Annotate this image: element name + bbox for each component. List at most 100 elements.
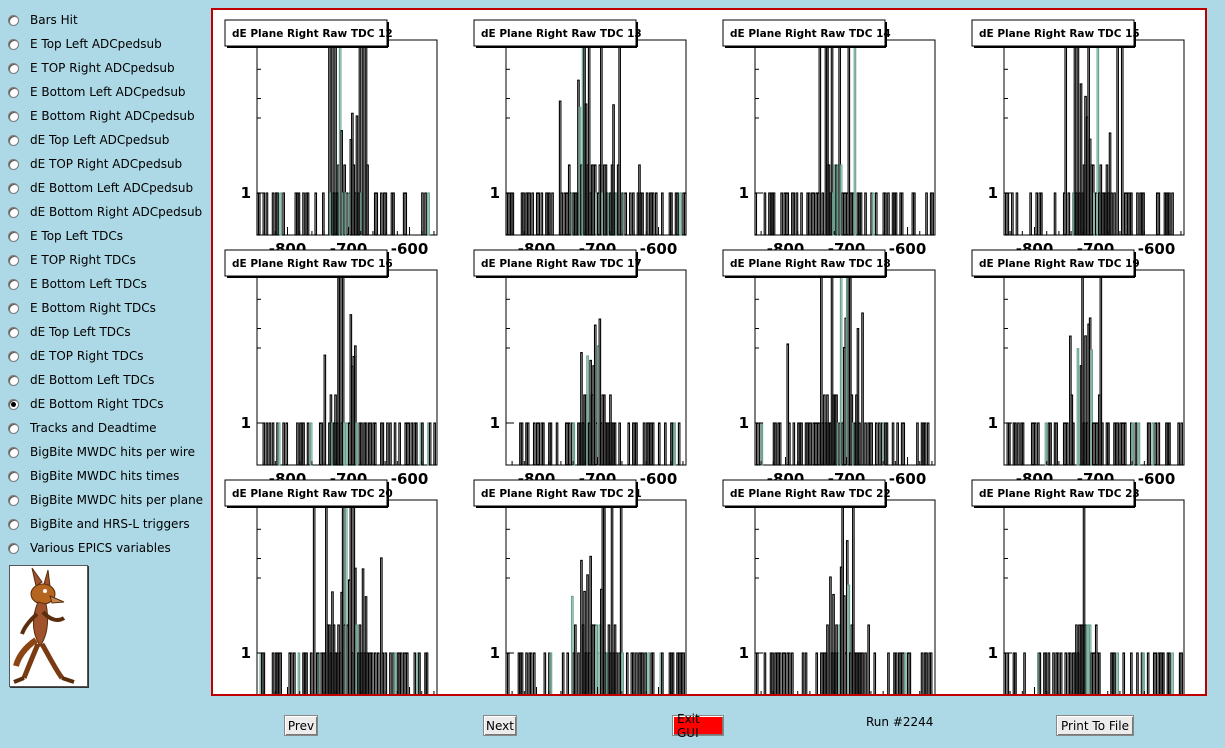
prev-button[interactable]: Prev bbox=[284, 715, 318, 736]
radio-button[interactable] bbox=[8, 38, 19, 50]
next-button[interactable]: Next bbox=[483, 715, 517, 736]
histogram-bar bbox=[613, 422, 617, 466]
histogram-bar bbox=[670, 192, 673, 236]
histogram-bar bbox=[323, 354, 327, 466]
radio-button[interactable] bbox=[8, 278, 19, 290]
radio-option[interactable]: dE TOP Right ADCpedsub bbox=[8, 154, 182, 174]
radio-option-label: E TOP Right TDCs bbox=[30, 253, 136, 267]
radio-button[interactable] bbox=[8, 542, 19, 554]
histogram-bar bbox=[641, 652, 644, 694]
radio-button[interactable] bbox=[8, 302, 19, 314]
radio-button[interactable] bbox=[8, 422, 19, 434]
histogram-bar bbox=[405, 652, 409, 694]
radio-button[interactable] bbox=[8, 494, 19, 506]
histogram-bar bbox=[549, 422, 553, 466]
radio-option[interactable]: dE Top Left ADCpedsub bbox=[8, 130, 169, 150]
y-tick-label: 1 bbox=[490, 414, 500, 432]
histogram-bar bbox=[1113, 652, 1116, 694]
histogram-bar bbox=[885, 422, 889, 466]
radio-option[interactable]: Bars Hit bbox=[8, 10, 78, 30]
histogram-bar bbox=[1101, 422, 1104, 466]
exit-gui-button[interactable]: Exit GUI bbox=[672, 712, 724, 740]
radio-button[interactable] bbox=[8, 182, 19, 194]
histogram-bar bbox=[386, 422, 389, 466]
histogram-bar bbox=[529, 652, 533, 694]
histogram-bar bbox=[1154, 652, 1158, 694]
radio-option[interactable]: dE Top Left TDCs bbox=[8, 322, 131, 342]
radio-button[interactable] bbox=[8, 470, 19, 482]
panel-title-box bbox=[971, 249, 1135, 277]
radio-button[interactable] bbox=[8, 254, 19, 266]
radio-option[interactable]: E Bottom Right TDCs bbox=[8, 298, 156, 318]
radio-option-label: E Top Left TDCs bbox=[30, 229, 124, 243]
radio-option[interactable]: E Bottom Left TDCs bbox=[8, 274, 147, 294]
radio-option[interactable]: BigBite MWDC hits per wire bbox=[8, 442, 195, 462]
radio-button[interactable] bbox=[8, 134, 19, 146]
histogram-bar bbox=[923, 422, 927, 466]
radio-option[interactable]: E Top Left TDCs bbox=[8, 226, 123, 246]
histogram-bar bbox=[577, 652, 580, 694]
histogram-bar bbox=[282, 192, 285, 236]
radio-button-selected[interactable] bbox=[8, 398, 19, 410]
radio-button[interactable] bbox=[8, 230, 19, 242]
radio-option[interactable]: E Bottom Left ADCpedsub bbox=[8, 82, 186, 102]
radio-option[interactable]: dE TOP Right TDCs bbox=[8, 346, 143, 366]
radio-button[interactable] bbox=[8, 110, 19, 122]
radio-button[interactable] bbox=[8, 326, 19, 338]
histogram-bar bbox=[1014, 422, 1017, 466]
radio-button[interactable] bbox=[8, 206, 19, 218]
histogram-bar bbox=[677, 422, 681, 466]
histogram-bar bbox=[404, 192, 408, 236]
histogram-bar bbox=[296, 422, 299, 466]
histogram-bar bbox=[526, 422, 530, 466]
print-to-file-button[interactable]: Print To File bbox=[1056, 715, 1134, 736]
y-tick-label: 1 bbox=[988, 184, 998, 202]
radio-button[interactable] bbox=[8, 374, 19, 386]
radio-button[interactable] bbox=[8, 446, 19, 458]
radio-option[interactable]: dE Bottom Right ADCpedsub bbox=[8, 202, 202, 222]
histogram-bar bbox=[370, 652, 374, 694]
radio-option[interactable]: Various EPICS variables bbox=[8, 538, 171, 558]
radio-option[interactable]: dE Bottom Right TDCs bbox=[8, 394, 163, 414]
radio-option[interactable]: dE Bottom Left TDCs bbox=[8, 370, 154, 390]
radio-option[interactable]: E Top Left ADCpedsub bbox=[8, 34, 162, 54]
histogram-bar bbox=[366, 164, 369, 236]
radio-option[interactable]: BigBite MWDC hits times bbox=[8, 466, 179, 486]
radio-button[interactable] bbox=[8, 350, 19, 362]
radio-option[interactable]: E TOP Right ADCpedsub bbox=[8, 58, 175, 78]
radio-button[interactable] bbox=[8, 518, 19, 530]
radio-option[interactable]: E TOP Right TDCs bbox=[8, 250, 136, 270]
panel-title: dE Plane Right Raw TDC 15 bbox=[979, 28, 1140, 40]
histogram-bar bbox=[861, 312, 864, 466]
histogram-bar bbox=[542, 422, 545, 466]
histogram-bar bbox=[532, 652, 536, 694]
histogram-bar bbox=[380, 192, 383, 236]
y-tick-label: 1 bbox=[241, 644, 251, 662]
radio-button[interactable] bbox=[8, 158, 19, 170]
radio-option[interactable]: dE Bottom Left ADCpedsub bbox=[8, 178, 193, 198]
radio-option[interactable]: Tracks and Deadtime bbox=[8, 418, 157, 438]
radio-option-label: dE Bottom Right TDCs bbox=[30, 397, 164, 411]
histogram-bar bbox=[1059, 652, 1063, 694]
radio-option[interactable]: BigBite MWDC hits per plane bbox=[8, 490, 203, 510]
histogram-bar bbox=[618, 422, 621, 466]
panel-title-box bbox=[224, 249, 388, 277]
histogram-bar bbox=[373, 422, 377, 466]
radio-button[interactable] bbox=[8, 86, 19, 98]
histogram-bar bbox=[1098, 652, 1101, 694]
histogram-bar bbox=[926, 422, 930, 466]
histogram-bar bbox=[772, 192, 776, 236]
radio-option[interactable]: BigBite and HRS-L triggers bbox=[8, 514, 190, 534]
panel-title-box bbox=[971, 479, 1135, 507]
histogram-bar bbox=[615, 652, 618, 694]
radio-button[interactable] bbox=[8, 62, 19, 74]
histogram-bar bbox=[644, 652, 647, 694]
radio-button[interactable] bbox=[8, 14, 19, 26]
radio-option[interactable]: E Bottom Right ADCpedsub bbox=[8, 106, 195, 126]
histogram-bar bbox=[1113, 192, 1116, 236]
histogram-bar bbox=[654, 192, 658, 236]
histogram-bars bbox=[1006, 269, 1183, 466]
